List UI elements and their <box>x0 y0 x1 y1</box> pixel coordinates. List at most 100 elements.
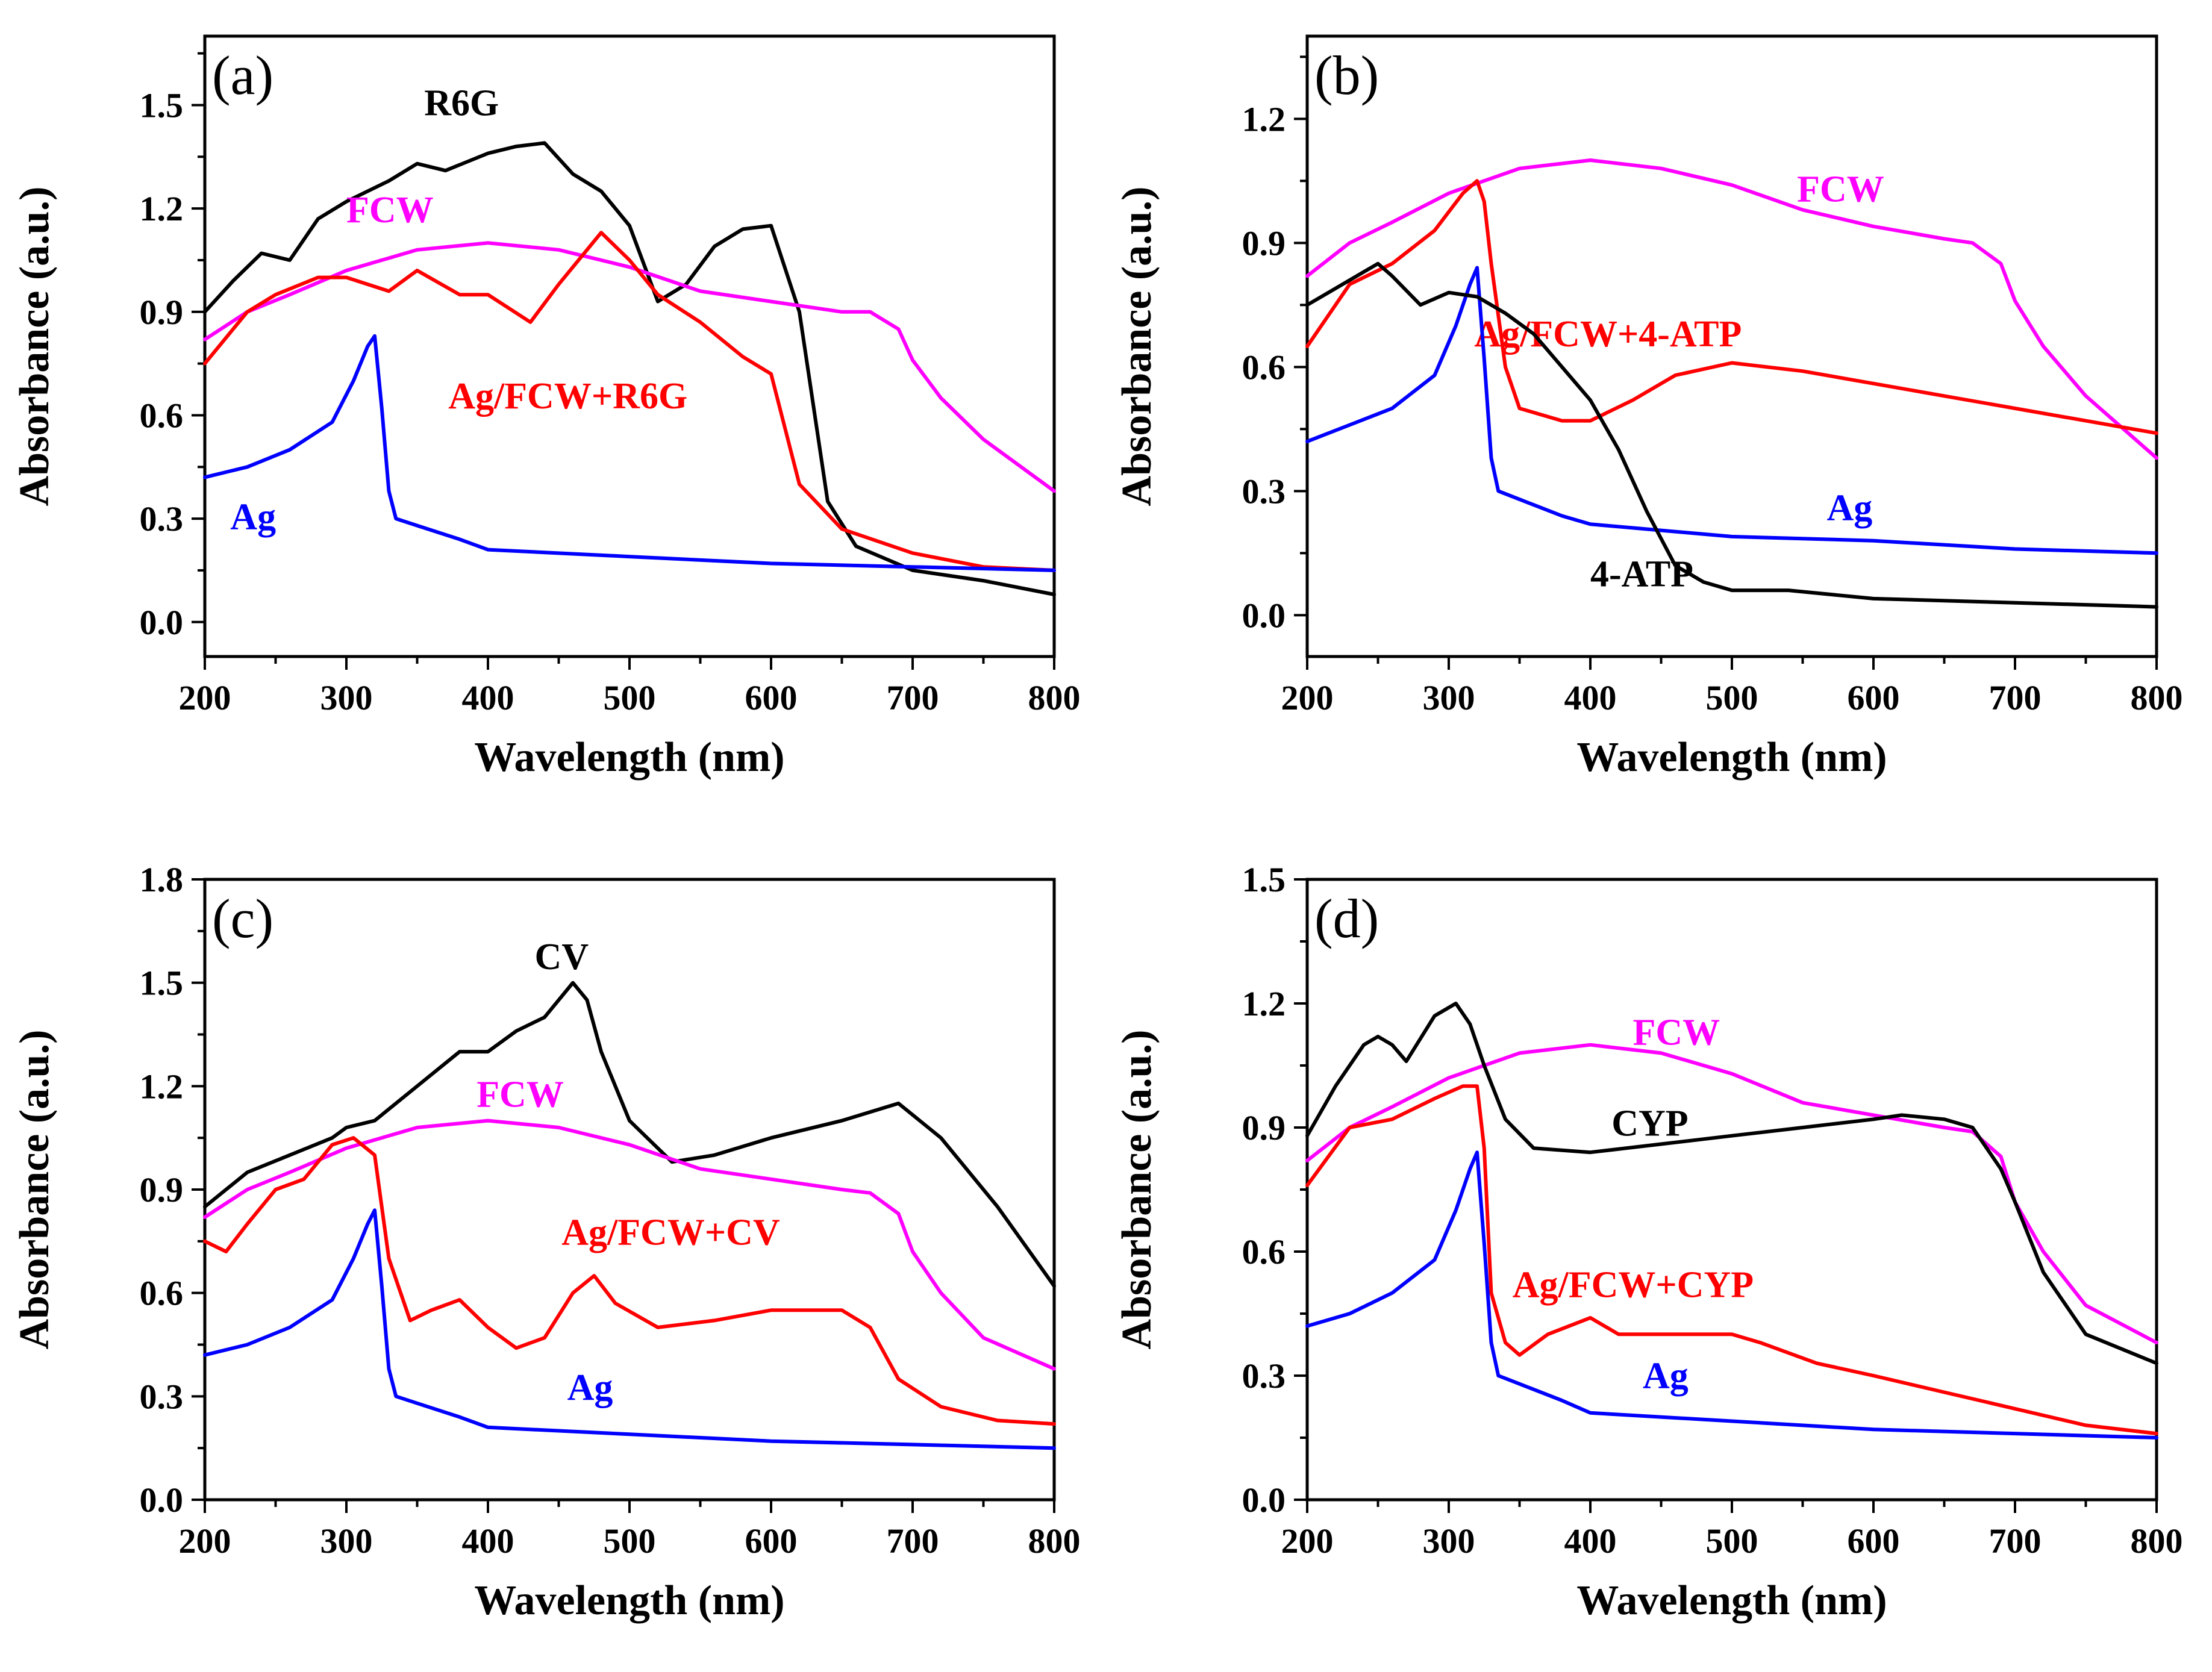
series-line-ag <box>203 334 1056 572</box>
panel-d: 200 300 400 500 600 700 800 0.0 0.3 0.6 0.9 1.2 1.5 W… <box>1114 860 2183 1624</box>
panel-label: (c) <box>212 888 273 949</box>
series-label-ag: Ag <box>1826 487 1872 528</box>
y-tick-label: 1.8 <box>140 860 184 899</box>
y-axis-title: Absorbance (a.u.) <box>1114 187 1160 507</box>
y-tick-label: 0.3 <box>1242 472 1286 511</box>
x-tick-label: 700 <box>887 1521 939 1561</box>
x-tick-label: 300 <box>320 678 373 717</box>
series-line-r6g <box>203 141 1056 596</box>
x-axis-title: Wavelength (nm) <box>1576 734 1887 781</box>
x-tick-label: 300 <box>320 1521 373 1561</box>
series-line-fcw <box>203 241 1056 493</box>
series-line-fcw <box>203 1118 1056 1371</box>
x-tick-label: 300 <box>1423 1521 1475 1561</box>
series-label-ag: Ag <box>230 496 276 537</box>
series-line-ag-fcw-cv <box>203 1136 1056 1426</box>
y-tick-label: 1.2 <box>1242 99 1286 139</box>
series-label-ag-fcw-cyp: Ag/FCW+CYP <box>1513 1265 1754 1306</box>
x-tick-label: 400 <box>462 1521 514 1561</box>
x-tick-label: 400 <box>1564 1521 1617 1561</box>
series-line-ag <box>203 1208 1056 1450</box>
y-axis-title: Absorbance (a.u.) <box>1114 1030 1160 1350</box>
x-tick-label: 600 <box>1848 1521 1900 1561</box>
series-label-4-atp: 4-ATP <box>1590 554 1693 594</box>
panel-c: 200 300 400 500 600 700 800 0.0 0.3 0.6 0.9 1.2 1.5 1… <box>11 860 1081 1624</box>
y-tick-label: 1.5 <box>140 964 184 1003</box>
y-tick-label: 1.5 <box>1242 860 1286 899</box>
y-tick-label: 0.9 <box>1242 223 1286 263</box>
series-label-ag-fcw-4-atp: Ag/FCW+4-ATP <box>1474 314 1742 355</box>
series-label-ag-fcw-cv: Ag/FCW+CV <box>561 1212 780 1253</box>
series-line-ag <box>1305 1150 2158 1440</box>
y-axis-title: Absorbance (a.u.) <box>11 187 58 507</box>
y-tick-label: 0.9 <box>140 1170 184 1209</box>
x-tick-label: 200 <box>179 678 231 717</box>
y-tick-label: 1.2 <box>140 1067 184 1106</box>
panel-label: (a) <box>212 45 273 106</box>
y-tick-label: 0.0 <box>140 603 184 642</box>
x-tick-label: 200 <box>1281 678 1334 717</box>
panel-label: (b) <box>1314 45 1379 106</box>
series-label-fcw: FCW <box>1797 169 1884 210</box>
x-tick-label: 700 <box>887 678 939 717</box>
series-label-cyp: CYP <box>1611 1103 1688 1144</box>
x-tick-label: 700 <box>1989 1521 2042 1561</box>
x-tick-label: 500 <box>604 678 656 717</box>
y-tick-label: 0.6 <box>140 1274 184 1313</box>
x-tick-label: 400 <box>1564 678 1617 717</box>
series-label-fcw: FCW <box>346 190 434 231</box>
y-tick-label: 0.6 <box>1242 348 1286 387</box>
y-tick-label: 0.3 <box>1242 1356 1286 1396</box>
x-tick-label: 600 <box>1848 678 1900 717</box>
series-line-ag-fcw-r6g <box>203 231 1056 572</box>
x-tick-label: 600 <box>745 1521 798 1561</box>
y-axis-title: Absorbance (a.u.) <box>11 1030 58 1350</box>
panel-b: 200 300 400 500 600 700 800 0.0 0.3 0.6 0.9 1.2 Wave… <box>1114 34 2183 781</box>
x-tick-label: 500 <box>1706 678 1758 717</box>
x-tick-label: 500 <box>1706 1521 1758 1561</box>
y-tick-label: 0.0 <box>1242 596 1286 635</box>
y-tick-label: 0.9 <box>140 293 184 332</box>
x-tick-label: 400 <box>462 678 514 717</box>
y-tick-label: 0.0 <box>140 1480 184 1520</box>
series-label-fcw: FCW <box>1633 1012 1720 1053</box>
series-line-ag-fcw-4-atp <box>1305 179 2158 435</box>
plot-frame <box>1305 878 2158 1502</box>
y-tick-label: 0.3 <box>140 499 184 538</box>
y-tick-label: 1.5 <box>140 86 184 125</box>
y-tick-label: 0.6 <box>1242 1232 1286 1271</box>
series-line-ag-fcw-cyp <box>1305 1084 2158 1436</box>
panel-label: (d) <box>1314 888 1379 949</box>
series-line-ag <box>1305 266 2158 555</box>
x-axis-title: Wavelength (nm) <box>1576 1577 1887 1624</box>
panel-a: 200 300 400 500 600 700 800 0.0 0.3 0.6 0.9 1.2 1.5 W… <box>11 34 1081 781</box>
x-tick-label: 800 <box>2131 1521 2183 1561</box>
series-label-ag-fcw-r6g: Ag/FCW+R6G <box>448 376 687 417</box>
x-tick-label: 800 <box>1028 1521 1081 1561</box>
series-label-cv: CV <box>535 937 589 978</box>
series-label-r6g: R6G <box>424 83 499 124</box>
plot-frame <box>203 34 1056 658</box>
y-tick-label: 0.0 <box>1242 1480 1286 1520</box>
series-label-ag: Ag <box>1643 1356 1689 1397</box>
x-tick-label: 200 <box>1281 1521 1334 1561</box>
x-tick-label: 700 <box>1989 678 2042 717</box>
x-axis-title: Wavelength (nm) <box>474 1577 784 1624</box>
series-label-ag: Ag <box>567 1367 613 1408</box>
y-tick-label: 1.2 <box>140 189 184 228</box>
series-line-fcw <box>1305 158 2158 460</box>
y-tick-label: 0.9 <box>1242 1108 1286 1147</box>
plot-frame <box>203 878 1056 1502</box>
y-tick-label: 1.2 <box>1242 984 1286 1023</box>
x-tick-label: 600 <box>745 678 798 717</box>
series-label-fcw: FCW <box>476 1075 564 1115</box>
series-line-4-atp <box>1305 261 2158 609</box>
x-tick-label: 200 <box>179 1521 231 1561</box>
y-tick-label: 0.3 <box>140 1377 184 1416</box>
x-axis-title: Wavelength (nm) <box>474 734 784 781</box>
series-line-cyp <box>1305 1002 2158 1365</box>
series-line-fcw <box>1305 1043 2158 1345</box>
series-line-cv <box>203 981 1056 1288</box>
x-tick-label: 800 <box>2131 678 2183 717</box>
